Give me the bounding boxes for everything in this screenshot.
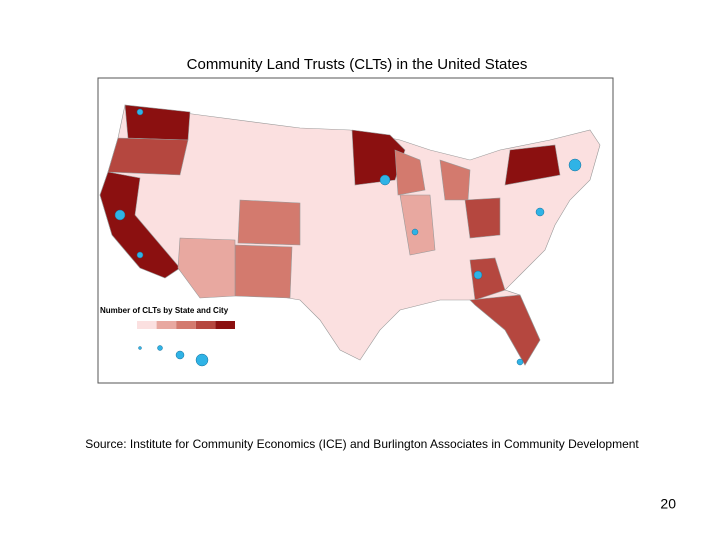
legend-swatches [137, 321, 235, 329]
region-new-mexico [234, 244, 293, 299]
region-florida [469, 294, 541, 366]
region-california [99, 171, 181, 279]
city-marker [379, 174, 391, 186]
region-wisconsin [394, 149, 426, 196]
city-marker [114, 209, 126, 221]
city-marker [516, 358, 524, 366]
city-marker [136, 108, 144, 116]
legend-swatch [215, 321, 235, 329]
city-marker [136, 251, 144, 259]
legend-title: Number of CLTs by State and City [100, 306, 229, 315]
legend-markers [138, 345, 209, 367]
page-number: 20 [660, 496, 676, 512]
legend-marker [157, 345, 163, 351]
legend-marker [138, 346, 142, 350]
city-marker [473, 270, 483, 280]
legend-swatch [195, 321, 216, 329]
city-marker [535, 207, 545, 217]
region-georgia [469, 257, 506, 301]
region-illinois [399, 194, 436, 256]
legend-swatch [137, 321, 157, 329]
legend-marker [195, 353, 209, 367]
region-colorado [237, 199, 301, 246]
legend-swatch [176, 321, 196, 329]
map-title: Community Land Trusts (CLTs) in the Unit… [187, 56, 528, 73]
source-note: Source: Institute for Community Economic… [85, 437, 639, 451]
city-marker [568, 158, 582, 172]
legend-marker [175, 350, 185, 360]
region-ohio [464, 197, 501, 239]
city-marker [411, 228, 419, 236]
region-oregon [107, 137, 189, 176]
region-new-york [504, 144, 561, 186]
region-arizona [177, 237, 236, 299]
map [99, 104, 601, 366]
legend-swatch [156, 321, 177, 329]
